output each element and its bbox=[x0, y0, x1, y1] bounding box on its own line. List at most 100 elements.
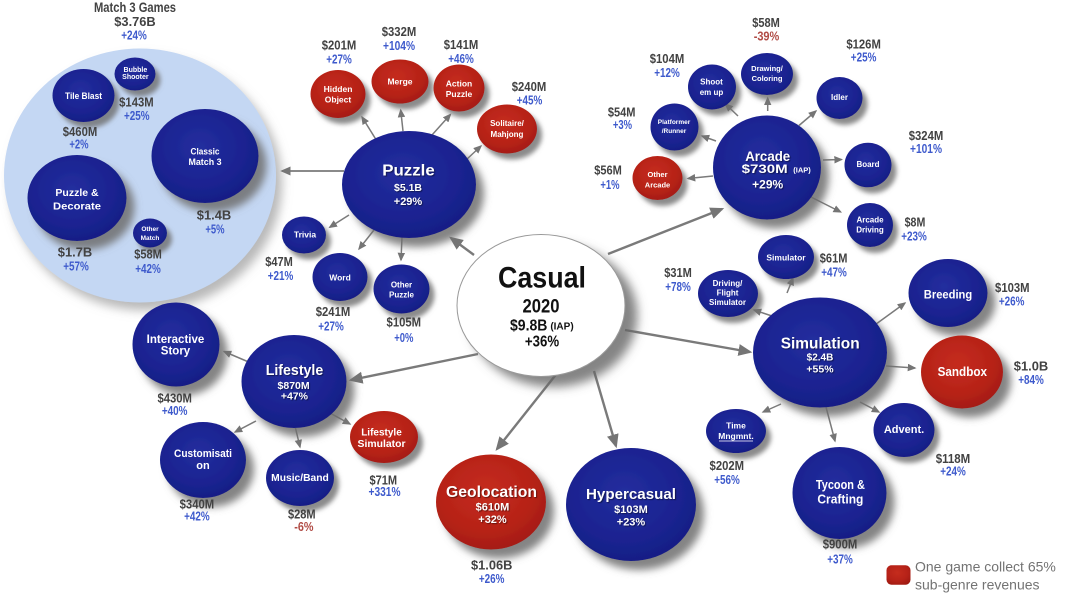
svg-text:Geolocation: Geolocation bbox=[446, 484, 537, 501]
svg-text:$3.76B: $3.76B bbox=[114, 14, 155, 29]
svg-text:+25%: +25% bbox=[851, 49, 877, 64]
svg-text:$900M: $900M bbox=[823, 536, 858, 551]
svg-text:+24%: +24% bbox=[121, 28, 147, 43]
svg-text:$202M: $202M bbox=[710, 458, 745, 473]
svg-text:Simulator: Simulator bbox=[709, 298, 746, 307]
svg-text:+5%: +5% bbox=[205, 222, 225, 237]
svg-text:$610M: $610M bbox=[476, 502, 510, 514]
svg-text:Other: Other bbox=[141, 226, 159, 233]
svg-text:$1.0B: $1.0B bbox=[1014, 359, 1049, 374]
svg-text:Idler: Idler bbox=[831, 93, 848, 102]
svg-text:+29%: +29% bbox=[394, 196, 423, 208]
svg-text:Crafting: Crafting bbox=[817, 493, 863, 507]
svg-text:Puzzle: Puzzle bbox=[446, 89, 473, 99]
svg-text:+23%: +23% bbox=[617, 517, 646, 529]
svg-text:+55%: +55% bbox=[806, 364, 834, 376]
svg-text:Customisati: Customisati bbox=[174, 448, 232, 460]
svg-text:+78%: +78% bbox=[665, 279, 691, 294]
svg-text:Tile Blast: Tile Blast bbox=[65, 91, 102, 101]
svg-text:$143M: $143M bbox=[119, 95, 154, 110]
svg-text:+45%: +45% bbox=[517, 93, 543, 108]
svg-text:$103M: $103M bbox=[995, 280, 1030, 295]
svg-text:Board: Board bbox=[856, 160, 879, 169]
svg-text:+331%: +331% bbox=[369, 484, 401, 499]
svg-text:Simulator: Simulator bbox=[766, 253, 806, 263]
svg-text:Merge: Merge bbox=[387, 77, 412, 87]
svg-text:Puzzle: Puzzle bbox=[382, 163, 435, 180]
svg-text:$1.06B: $1.06B bbox=[471, 558, 512, 573]
svg-text:Driving/: Driving/ bbox=[713, 279, 744, 288]
svg-text:$1.7B: $1.7B bbox=[58, 245, 93, 260]
svg-text:+26%: +26% bbox=[999, 294, 1025, 309]
svg-text:+42%: +42% bbox=[184, 509, 210, 524]
svg-text:+27%: +27% bbox=[326, 52, 352, 67]
svg-text:+47%: +47% bbox=[821, 265, 847, 280]
svg-text:+57%: +57% bbox=[63, 259, 89, 274]
svg-text:+3%: +3% bbox=[613, 117, 633, 132]
svg-text:$141M: $141M bbox=[444, 37, 479, 52]
svg-text:Simulation: Simulation bbox=[781, 336, 860, 353]
svg-text:+36%: +36% bbox=[525, 334, 559, 351]
svg-text:$71M: $71M bbox=[370, 473, 398, 488]
svg-text:$58M: $58M bbox=[134, 247, 162, 262]
svg-text:-39%: -39% bbox=[754, 29, 780, 44]
svg-text:(IAP): (IAP) bbox=[550, 322, 573, 333]
svg-text:Decorate: Decorate bbox=[53, 201, 101, 213]
svg-text:Tycoon &: Tycoon & bbox=[816, 478, 865, 492]
svg-text:Interactive: Interactive bbox=[147, 334, 205, 346]
svg-text:$104M: $104M bbox=[650, 51, 685, 66]
svg-text:Solitaire/: Solitaire/ bbox=[490, 119, 525, 128]
svg-text:$5.1B: $5.1B bbox=[394, 182, 422, 194]
svg-text:+101%: +101% bbox=[910, 141, 942, 156]
svg-text:$430M: $430M bbox=[157, 390, 192, 405]
svg-text:on: on bbox=[196, 460, 210, 472]
svg-text:Driving: Driving bbox=[856, 226, 884, 235]
svg-text:$1.4B: $1.4B bbox=[197, 208, 232, 223]
svg-text:2020: 2020 bbox=[523, 297, 560, 318]
svg-text:$201M: $201M bbox=[322, 38, 357, 53]
svg-text:$47M: $47M bbox=[265, 254, 293, 269]
svg-text:+40%: +40% bbox=[162, 403, 188, 418]
svg-text:+0%: +0% bbox=[394, 330, 414, 345]
svg-text:Trivia: Trivia bbox=[294, 230, 316, 240]
svg-text:+23%: +23% bbox=[901, 229, 927, 244]
svg-text:$460M: $460M bbox=[63, 124, 98, 139]
svg-text:+104%: +104% bbox=[383, 38, 415, 53]
svg-text:+46%: +46% bbox=[448, 51, 474, 66]
svg-text:Puzzle: Puzzle bbox=[389, 291, 414, 300]
svg-text:$730M: $730M bbox=[742, 162, 788, 176]
svg-text:sub-genre revenues: sub-genre revenues bbox=[915, 577, 1040, 593]
svg-text:Match 3 Games: Match 3 Games bbox=[94, 0, 176, 15]
svg-text:Flight: Flight bbox=[717, 289, 739, 298]
svg-text:Lifestyle: Lifestyle bbox=[266, 363, 324, 379]
svg-text:Platformer: Platformer bbox=[658, 119, 691, 126]
svg-text:$105M: $105M bbox=[387, 315, 422, 330]
svg-text:Breeding: Breeding bbox=[924, 288, 972, 302]
svg-text:$31M: $31M bbox=[664, 265, 692, 280]
svg-text:Simulator: Simulator bbox=[358, 439, 406, 450]
svg-text:Shooter: Shooter bbox=[122, 74, 149, 81]
svg-text:Arcade: Arcade bbox=[645, 181, 670, 190]
svg-text:+56%: +56% bbox=[714, 472, 740, 487]
svg-text:+42%: +42% bbox=[135, 261, 161, 276]
svg-text:$2.4B: $2.4B bbox=[807, 353, 834, 364]
svg-text:+27%: +27% bbox=[318, 319, 344, 334]
svg-text:+1%: +1% bbox=[600, 177, 620, 192]
svg-text:$56M: $56M bbox=[594, 163, 622, 178]
svg-text:Bubble: Bubble bbox=[124, 67, 148, 74]
svg-text:$103M: $103M bbox=[614, 504, 648, 516]
svg-text:/Runner: /Runner bbox=[662, 128, 687, 135]
svg-text:$8M: $8M bbox=[905, 215, 926, 230]
svg-text:Mahjong: Mahjong bbox=[491, 130, 524, 139]
svg-text:Drawing/: Drawing/ bbox=[751, 64, 784, 73]
svg-text:+37%: +37% bbox=[827, 551, 853, 566]
svg-text:Sandbox: Sandbox bbox=[938, 365, 987, 379]
svg-text:Classic: Classic bbox=[191, 147, 220, 157]
svg-text:Advent.: Advent. bbox=[884, 424, 924, 436]
svg-text:One game collect 65%: One game collect 65% bbox=[915, 559, 1056, 575]
svg-text:Hidden: Hidden bbox=[324, 84, 353, 94]
svg-text:$241M: $241M bbox=[316, 304, 351, 319]
svg-text:+24%: +24% bbox=[940, 464, 966, 479]
svg-text:$240M: $240M bbox=[512, 79, 547, 94]
svg-text:Coloring: Coloring bbox=[752, 74, 783, 83]
